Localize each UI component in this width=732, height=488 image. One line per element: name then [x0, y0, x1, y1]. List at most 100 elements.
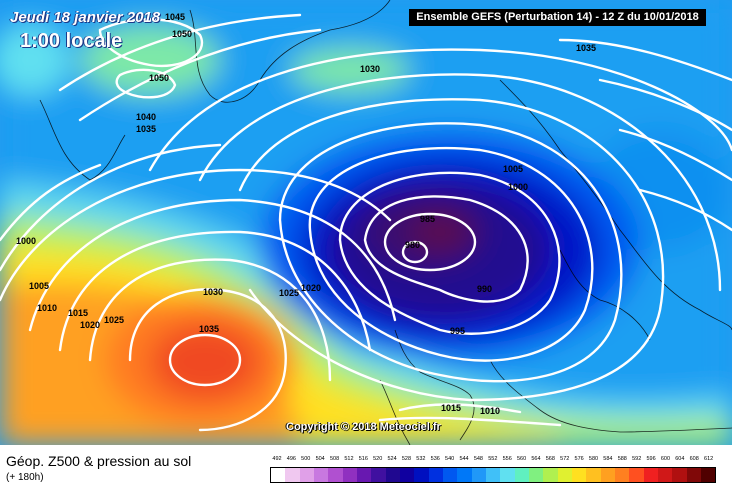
- color-scale-swatch: [514, 468, 529, 482]
- color-scale-tick: 548: [473, 456, 483, 462]
- color-scale-tick: 520: [373, 456, 383, 462]
- isobar-label: 995: [450, 326, 465, 336]
- copyright-notice: Copyright © 2018 Meteociel.fr: [286, 421, 441, 433]
- isobar-label: 1040: [136, 112, 156, 122]
- isobar-label: 1000: [508, 182, 528, 192]
- isobar-labels: 1045 1050 1050 1040 1035 1030 1035 1005 …: [16, 12, 596, 416]
- isobar-label: 1000: [16, 236, 36, 246]
- color-scale-tick: 584: [603, 456, 613, 462]
- color-scale-swatch: [313, 468, 329, 482]
- color-scale-tick: 576: [574, 456, 584, 462]
- color-scale-swatch: [672, 468, 687, 482]
- legend-footer: Géop. Z500 & pression au sol (+ 180h) 49…: [0, 445, 732, 488]
- color-scale-swatch: [686, 468, 701, 482]
- color-scale-tick: 528: [401, 456, 412, 462]
- color-scale-swatch: [299, 468, 314, 482]
- color-scale-swatch: [328, 468, 343, 482]
- color-scale-swatch: [428, 468, 443, 482]
- color-scale-swatch: [657, 468, 673, 482]
- color-scale-swatch: [414, 468, 429, 482]
- color-scale-swatch: [356, 468, 372, 482]
- isobar-label: 1010: [37, 303, 57, 313]
- color-scale-tick: 604: [675, 456, 685, 462]
- isobar-label: 1015: [68, 308, 88, 318]
- isobar-label: 1005: [503, 164, 523, 174]
- color-scale-tick: 612: [704, 456, 714, 462]
- color-scale-tick: 568: [545, 456, 555, 462]
- color-scale-swatch: [614, 468, 630, 482]
- forecast-date: Jeudi 18 janvier 2018: [10, 9, 161, 26]
- color-scale-swatch: [528, 468, 544, 482]
- isobar-label: 1035: [576, 43, 596, 53]
- color-scale-swatch: [557, 468, 572, 482]
- geopotential-field: [0, 0, 732, 445]
- color-scale-tick: 540: [445, 456, 455, 462]
- color-scale-tick: 508: [329, 456, 340, 462]
- color-scale-tick: 588: [617, 456, 627, 462]
- color-scale-tick: 536: [430, 456, 440, 462]
- isobar-label: 1020: [80, 320, 100, 330]
- isobar-label: 990: [477, 284, 492, 294]
- isobar-label: 1050: [149, 73, 169, 83]
- isobar-label: 985: [420, 214, 435, 224]
- color-scale: 492 496 500 504 508 512 516 520 524 528 532 536 540 5…: [270, 456, 716, 483]
- isobar-label: 1030: [203, 287, 223, 297]
- color-scale-tick: 608: [689, 456, 699, 462]
- color-scale-swatch: [543, 468, 558, 482]
- color-scale-tick: 552: [488, 456, 498, 462]
- forecast-time: 1:00 locale: [20, 30, 123, 52]
- color-scale-swatch: [442, 468, 458, 482]
- model-run-label: Ensemble GEFS (Perturbation 14) - 12 Z d…: [409, 9, 706, 26]
- isobar-label: 1030: [360, 64, 380, 74]
- forecast-lead-time: (+ 180h): [6, 472, 44, 483]
- weather-map: 1045 1050 1050 1040 1035 1030 1035 1005 …: [0, 0, 732, 445]
- color-scale-swatch: [586, 468, 601, 482]
- color-scale-swatch: [485, 468, 501, 482]
- color-scale-swatch: [385, 468, 400, 482]
- color-scale-tick: 600: [660, 456, 671, 462]
- color-scale-tick: 512: [344, 456, 354, 462]
- isobar-label: 1050: [172, 29, 192, 39]
- color-scale-tick: 496: [286, 456, 296, 462]
- color-scale-swatch: [271, 468, 286, 482]
- color-scale-bar: [270, 467, 716, 483]
- color-scale-tick: 524: [387, 456, 397, 462]
- color-scale-labels: 492 496 500 504 508 512 516 520 524 528 532 536 540 5…: [270, 456, 716, 464]
- color-scale-swatch: [700, 468, 716, 482]
- color-scale-tick: 544: [459, 456, 469, 462]
- isobar-label: 1025: [279, 288, 299, 298]
- color-scale-tick: 572: [560, 456, 570, 462]
- isobar-label: 1015: [441, 403, 461, 413]
- color-scale-tick: 560: [516, 456, 527, 462]
- color-scale-swatch: [457, 468, 472, 482]
- isobar-label: 1035: [136, 124, 156, 134]
- isobar-label: 1010: [480, 406, 500, 416]
- color-scale-tick: 592: [632, 456, 642, 462]
- map-canvas: 1045 1050 1050 1040 1035 1030 1035 1005 …: [0, 0, 732, 445]
- color-scale-swatch: [285, 468, 300, 482]
- color-scale-swatch: [643, 468, 658, 482]
- color-scale-tick: 564: [531, 456, 541, 462]
- color-scale-tick: 596: [646, 456, 656, 462]
- color-scale-swatch: [371, 468, 386, 482]
- color-scale-swatch: [399, 468, 415, 482]
- color-scale-tick: 556: [502, 456, 512, 462]
- isobars: [0, 13, 732, 432]
- color-scale-tick: 492: [272, 456, 282, 462]
- isobar-label: 1045: [165, 12, 185, 22]
- coastlines: [39, 0, 732, 445]
- isobar-label: 1025: [104, 315, 124, 325]
- color-scale-swatch: [500, 468, 515, 482]
- color-scale-tick: 532: [416, 456, 426, 462]
- color-scale-swatch: [600, 468, 615, 482]
- color-scale-tick: 516: [358, 456, 368, 462]
- isobar-label: 1035: [199, 324, 219, 334]
- isobar-label: 1020: [301, 283, 321, 293]
- color-scale-swatch: [342, 468, 357, 482]
- color-scale-tick: 500: [301, 456, 311, 462]
- color-scale-tick: 504: [315, 456, 325, 462]
- color-scale-swatch: [629, 468, 644, 482]
- isobar-label: 1005: [29, 281, 49, 291]
- isobar-label: 980: [405, 240, 420, 250]
- color-scale-tick: 580: [588, 456, 599, 462]
